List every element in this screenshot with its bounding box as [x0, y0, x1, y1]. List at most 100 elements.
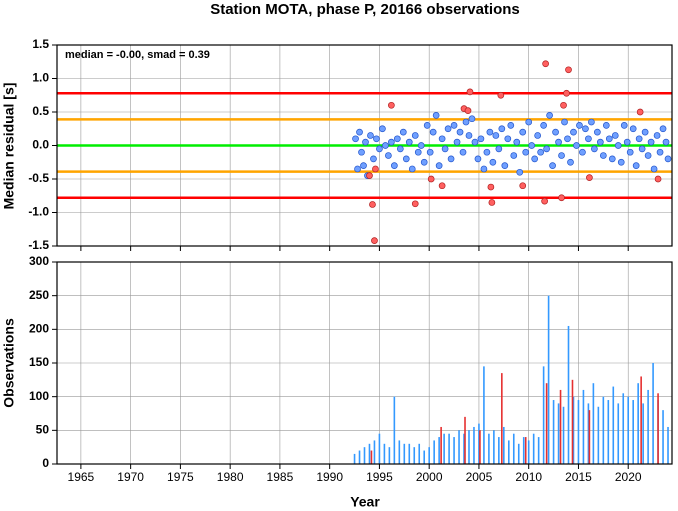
bar — [524, 437, 527, 464]
data-point — [647, 138, 655, 146]
bar — [532, 433, 535, 464]
data-point — [605, 135, 613, 143]
bar — [522, 437, 525, 464]
bar — [597, 406, 600, 464]
bar — [617, 403, 620, 464]
data-point — [427, 175, 435, 183]
plot-frame — [56, 44, 673, 247]
bar — [622, 393, 625, 464]
bar — [498, 437, 500, 464]
y-tick-label: -0.5 — [28, 171, 49, 185]
bar — [527, 440, 530, 464]
data-point — [636, 108, 644, 116]
bar — [464, 416, 466, 464]
data-point — [367, 132, 374, 139]
bar — [368, 443, 371, 464]
bar — [557, 403, 560, 464]
bar — [627, 396, 630, 464]
data-point — [654, 175, 662, 183]
data-point — [522, 148, 530, 156]
bar — [373, 440, 376, 464]
data-point — [501, 162, 509, 169]
data-point — [563, 89, 570, 97]
bar — [479, 430, 481, 464]
data-point — [656, 148, 664, 156]
bar — [363, 447, 366, 464]
data-point — [393, 135, 401, 143]
y-tick-label: 0 — [42, 456, 49, 470]
bar — [443, 433, 445, 464]
data-point — [414, 148, 422, 156]
bar — [393, 396, 396, 464]
bar — [552, 400, 555, 464]
data-point — [420, 158, 428, 166]
data-point — [477, 135, 485, 143]
data-point — [483, 148, 491, 156]
y-tick-label: 0.0 — [32, 138, 49, 152]
data-point — [489, 158, 497, 166]
bar — [647, 389, 649, 464]
bar — [637, 383, 639, 464]
data-point — [450, 122, 458, 129]
data-point — [471, 138, 479, 146]
data-point — [411, 132, 419, 139]
bar — [370, 450, 373, 464]
data-point — [602, 122, 610, 129]
y-tick-label: 100 — [29, 389, 49, 403]
data-point — [487, 183, 495, 191]
data-point — [358, 148, 365, 156]
data-point — [549, 162, 556, 169]
data-point — [573, 142, 580, 149]
data-point — [519, 128, 527, 136]
data-point — [614, 142, 622, 149]
y-tick-label: 1.0 — [32, 71, 49, 85]
data-point — [402, 155, 410, 163]
data-point — [555, 138, 562, 146]
data-point — [498, 125, 506, 133]
data-point — [366, 172, 373, 179]
bar — [483, 366, 485, 464]
data-point — [594, 128, 601, 136]
data-point — [464, 107, 472, 115]
x-tick-label: 2005 — [466, 470, 493, 484]
data-point — [435, 162, 443, 169]
data-point — [369, 201, 376, 208]
bar — [388, 447, 391, 464]
y-tick-label: 1.5 — [32, 37, 49, 51]
data-point — [497, 91, 505, 99]
data-point — [561, 118, 568, 126]
data-point — [528, 142, 536, 149]
data-point — [379, 125, 386, 133]
data-point — [456, 128, 464, 136]
bar — [587, 403, 590, 464]
data-point — [596, 138, 604, 146]
bar — [433, 440, 435, 464]
data-point — [371, 237, 378, 244]
x-tick-label: 1995 — [366, 470, 393, 484]
data-point — [641, 128, 649, 136]
bar — [517, 443, 520, 464]
bar — [642, 403, 644, 464]
data-point — [432, 111, 440, 119]
bar — [542, 366, 545, 464]
data-point — [516, 168, 524, 176]
data-point — [495, 145, 503, 153]
bar — [547, 295, 550, 464]
data-point — [382, 142, 389, 149]
y-tick-label: 50 — [36, 423, 50, 437]
data-point — [438, 135, 446, 143]
data-point — [567, 158, 574, 166]
y-tick-label: 250 — [29, 288, 49, 302]
bar — [453, 437, 455, 464]
data-point — [632, 162, 640, 169]
bar — [473, 426, 475, 464]
data-point — [354, 165, 361, 173]
y-tick-label: -1.5 — [28, 238, 49, 252]
data-point — [385, 152, 392, 159]
bar — [657, 393, 659, 464]
data-point — [411, 200, 419, 208]
data-point — [459, 148, 467, 156]
y-axis-label: Median residual [s] — [1, 83, 17, 210]
data-point — [558, 152, 565, 159]
data-point — [644, 152, 652, 159]
